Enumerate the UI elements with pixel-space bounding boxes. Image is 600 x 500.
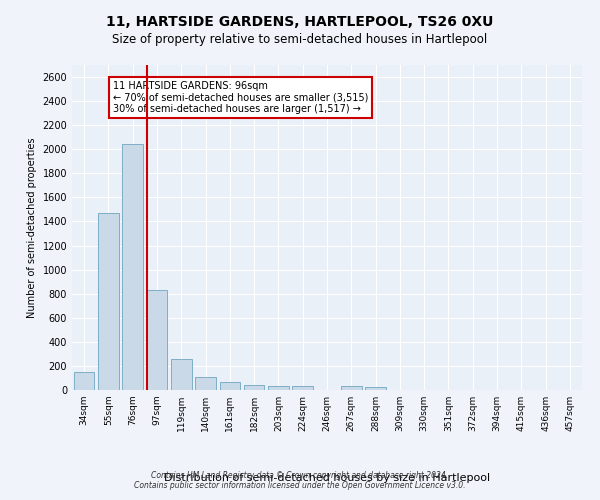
Bar	[171, 360, 191, 390]
Bar	[244, 385, 265, 390]
Text: 11 HARTSIDE GARDENS: 96sqm
← 70% of semi-detached houses are smaller (3,515)
30%: 11 HARTSIDE GARDENS: 96sqm ← 70% of semi…	[113, 81, 368, 114]
Bar	[292, 386, 313, 390]
Text: 11, HARTSIDE GARDENS, HARTLEPOOL, TS26 0XU: 11, HARTSIDE GARDENS, HARTLEPOOL, TS26 0…	[106, 15, 494, 29]
Text: Contains HM Land Registry data © Crown copyright and database right 2024.
Contai: Contains HM Land Registry data © Crown c…	[134, 470, 466, 490]
Bar	[341, 386, 362, 390]
Y-axis label: Number of semi-detached properties: Number of semi-detached properties	[27, 137, 37, 318]
Bar	[268, 386, 289, 390]
Bar	[365, 387, 386, 390]
Bar	[74, 372, 94, 390]
Bar	[195, 377, 216, 390]
Bar	[122, 144, 143, 390]
X-axis label: Distribution of semi-detached houses by size in Hartlepool: Distribution of semi-detached houses by …	[164, 473, 490, 483]
Text: Size of property relative to semi-detached houses in Hartlepool: Size of property relative to semi-detach…	[112, 32, 488, 46]
Bar	[146, 290, 167, 390]
Bar	[98, 213, 119, 390]
Bar	[220, 382, 240, 390]
